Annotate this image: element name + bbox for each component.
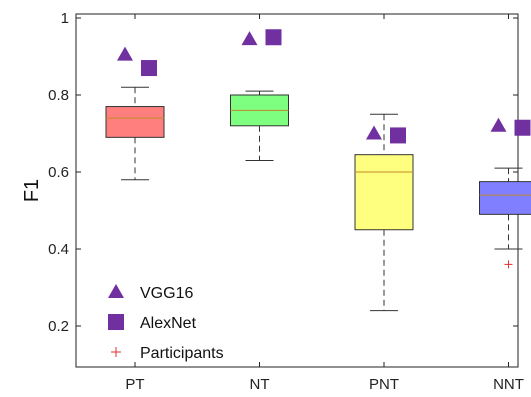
x-tick-label: NNT — [493, 376, 524, 393]
legend-triangle-marker — [108, 284, 124, 298]
legend-item-alexnet: AlexNet — [108, 314, 197, 332]
x-tick-label: NT — [250, 376, 270, 393]
y-tick-label: 0.2 — [48, 318, 69, 335]
legend-label: VGG16 — [140, 285, 193, 302]
vgg16-triangle-marker — [117, 46, 133, 61]
alexnet-square-marker — [141, 60, 157, 77]
vgg16-triangle-marker — [241, 31, 258, 46]
x-tick-label: PNT — [369, 376, 399, 393]
box-iqr — [105, 106, 165, 138]
y-axis-label: F1 — [21, 179, 43, 202]
y-tick-label: 0.4 — [48, 241, 69, 258]
y-tick-label: 0.6 — [48, 164, 69, 181]
y-tick-label: 0.8 — [48, 87, 69, 104]
legend: VGG16 AlexNet Participants — [108, 284, 224, 362]
box-group — [105, 86, 531, 312]
box-pnt — [354, 113, 414, 312]
model-markers — [117, 29, 531, 144]
box-iqr — [479, 181, 531, 215]
legend-square-marker — [108, 314, 124, 330]
box-iqr — [354, 154, 414, 231]
legend-item-participants: Participants — [111, 345, 224, 362]
box-pt — [105, 86, 165, 181]
box-nt — [230, 90, 289, 161]
alexnet-square-marker — [514, 119, 531, 136]
plot-axes: 0.2 0.4 0.6 0.8 1 PT NT PNT NNT — [48, 10, 524, 393]
x-tick-label: PT — [125, 376, 144, 393]
vgg16-triangle-marker — [490, 117, 507, 132]
vgg16-triangle-marker — [366, 125, 382, 140]
y-tick-label: 1 — [61, 10, 69, 27]
alexnet-square-marker — [390, 127, 406, 144]
alexnet-square-marker — [265, 29, 282, 46]
legend-item-vgg16: VGG16 — [108, 284, 193, 302]
box-nnt — [479, 167, 531, 269]
legend-label: Participants — [140, 345, 224, 362]
legend-label: AlexNet — [140, 315, 197, 332]
